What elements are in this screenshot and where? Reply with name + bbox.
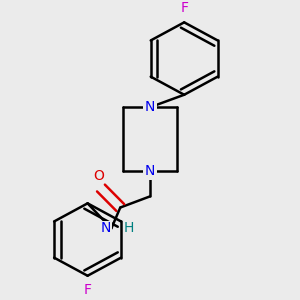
Text: N: N	[101, 221, 111, 236]
Text: O: O	[93, 169, 104, 183]
Text: N: N	[145, 164, 155, 178]
Text: N: N	[145, 100, 155, 114]
Text: H: H	[123, 221, 134, 236]
Text: F: F	[180, 2, 188, 15]
Text: F: F	[84, 283, 92, 297]
